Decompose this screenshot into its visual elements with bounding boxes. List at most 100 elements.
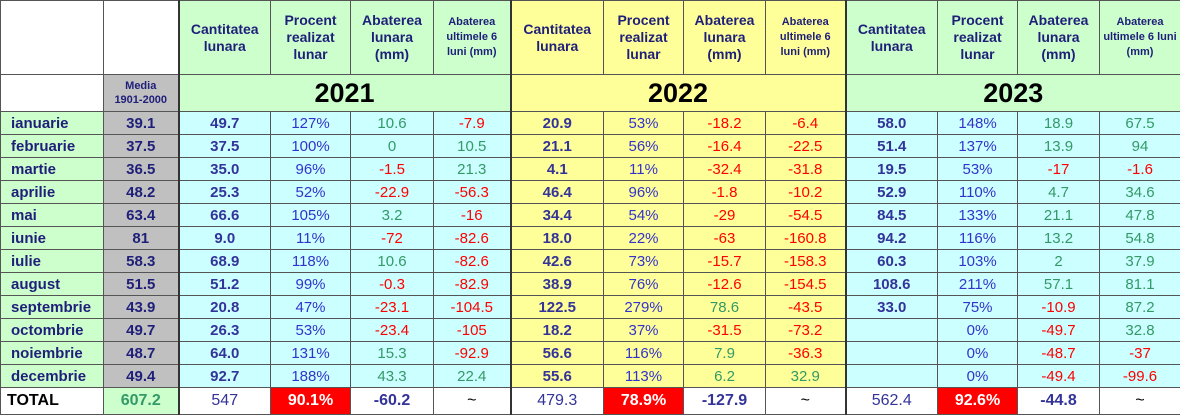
value-cell: 2 bbox=[1017, 249, 1100, 273]
value-cell: 188% bbox=[270, 364, 351, 388]
value-cell: 47.8 bbox=[1099, 203, 1180, 227]
value-cell: -18.2 bbox=[683, 111, 766, 135]
media-value: 36.5 bbox=[103, 157, 179, 181]
month-label: martie bbox=[0, 157, 104, 181]
value-cell: 108.6 bbox=[844, 272, 938, 296]
value-cell: 43.3 bbox=[350, 364, 434, 388]
value-cell: 0% bbox=[937, 341, 1018, 365]
value-cell: -63 bbox=[683, 226, 766, 250]
value-cell: 94 bbox=[1099, 134, 1180, 158]
value-cell: 20.9 bbox=[509, 111, 604, 135]
value-cell: 34.6 bbox=[1099, 180, 1180, 204]
value-cell: 26.3 bbox=[177, 318, 271, 342]
value-cell: 0 bbox=[350, 134, 434, 158]
column-header: Cantitatea lunara bbox=[509, 0, 604, 75]
value-cell: -16.4 bbox=[683, 134, 766, 158]
value-cell: 56.6 bbox=[509, 341, 604, 365]
value-cell: 127% bbox=[270, 111, 351, 135]
month-label: aprilie bbox=[0, 180, 104, 204]
media-value: 48.2 bbox=[103, 180, 179, 204]
value-cell: 21.1 bbox=[509, 134, 604, 158]
table-row: iulie 58.3 68.9 118% 10.6 -82.6 42.6 73% -15.7 -1… bbox=[0, 249, 1180, 273]
value-cell: 99% bbox=[270, 272, 351, 296]
value-cell: -17 bbox=[1017, 157, 1100, 181]
value-cell: -56.3 bbox=[433, 180, 511, 204]
value-cell: -29 bbox=[683, 203, 766, 227]
value-cell: 19.5 bbox=[844, 157, 938, 181]
column-header: Abaterea lunara (mm) bbox=[1017, 0, 1100, 75]
value-cell: 52% bbox=[270, 180, 351, 204]
total-label: TOTAL bbox=[0, 387, 104, 415]
value-cell: 7.9 bbox=[683, 341, 766, 365]
value-cell: 137% bbox=[937, 134, 1018, 158]
value-cell: -158.3 bbox=[765, 249, 846, 273]
table-row: septembrie 43.9 20.8 47% -23.1 -104.5 122.5 279… bbox=[0, 295, 1180, 319]
month-label: decembrie bbox=[0, 364, 104, 388]
value-cell: -82.6 bbox=[433, 249, 511, 273]
month-label: iulie bbox=[0, 249, 104, 273]
value-cell: 53% bbox=[937, 157, 1018, 181]
column-header: Procent realizat lunar bbox=[603, 0, 684, 75]
value-cell: 64.0 bbox=[177, 341, 271, 365]
value-cell: -82.9 bbox=[433, 272, 511, 296]
value-cell: 32.8 bbox=[1099, 318, 1180, 342]
value-cell: 73% bbox=[603, 249, 684, 273]
value-cell: 22% bbox=[603, 226, 684, 250]
table-row: noiembrie 48.7 64.0 131% 15.3 -92.9 56.6 116% 7.… bbox=[0, 341, 1180, 365]
table-row: august 51.5 51.2 99% -0.3 -82.9 38.9 76% -12.6 -1… bbox=[0, 272, 1180, 296]
value-cell: 56% bbox=[603, 134, 684, 158]
value-cell: -43.5 bbox=[765, 295, 846, 319]
value-cell: -0.3 bbox=[350, 272, 434, 296]
value-cell: -49.7 bbox=[1017, 318, 1100, 342]
value-cell: -99.6 bbox=[1099, 364, 1180, 388]
column-header: Procent realizat lunar bbox=[937, 0, 1018, 75]
value-cell: 133% bbox=[937, 203, 1018, 227]
value-cell: 37.5 bbox=[177, 134, 271, 158]
value-cell: 0% bbox=[937, 318, 1018, 342]
value-cell: -22.9 bbox=[350, 180, 434, 204]
month-label: noiembrie bbox=[0, 341, 104, 365]
value-cell: 96% bbox=[270, 157, 351, 181]
value-cell: 20.8 bbox=[177, 295, 271, 319]
column-header: Abaterea ultimele 6 luni (mm) bbox=[433, 0, 511, 75]
value-cell: 22.4 bbox=[433, 364, 511, 388]
value-cell: 81.1 bbox=[1099, 272, 1180, 296]
media-value: 51.5 bbox=[103, 272, 179, 296]
value-cell: -10.9 bbox=[1017, 295, 1100, 319]
value-cell: 10.6 bbox=[350, 111, 434, 135]
total-cell: 90.1% bbox=[270, 387, 351, 415]
media-value: 49.7 bbox=[103, 318, 179, 342]
month-label: august bbox=[0, 272, 104, 296]
value-cell: 25.3 bbox=[177, 180, 271, 204]
value-cell bbox=[844, 341, 938, 365]
column-header: Cantitatea lunara bbox=[844, 0, 938, 75]
value-cell: 11% bbox=[270, 226, 351, 250]
value-cell: 47% bbox=[270, 295, 351, 319]
year-header: 2021 bbox=[177, 74, 511, 112]
column-header: Cantitatea lunara bbox=[177, 0, 271, 75]
value-cell: -1.6 bbox=[1099, 157, 1180, 181]
value-cell: 57.1 bbox=[1017, 272, 1100, 296]
value-cell: 52.9 bbox=[844, 180, 938, 204]
value-cell: -72 bbox=[350, 226, 434, 250]
blank-cell bbox=[103, 0, 179, 75]
total-cell: -60.2 bbox=[350, 387, 434, 415]
value-cell: 13.2 bbox=[1017, 226, 1100, 250]
total-cell: ~ bbox=[1099, 387, 1180, 415]
month-label: iunie bbox=[0, 226, 104, 250]
value-cell: 10.6 bbox=[350, 249, 434, 273]
value-cell: 94.2 bbox=[844, 226, 938, 250]
value-cell: 49.7 bbox=[177, 111, 271, 135]
total-cell: 479.3 bbox=[509, 387, 604, 415]
value-cell: 18.0 bbox=[509, 226, 604, 250]
value-cell: 4.7 bbox=[1017, 180, 1100, 204]
table-row: Cantitatea lunara Procent realizat lunar A… bbox=[0, 0, 1180, 75]
value-cell: 53% bbox=[270, 318, 351, 342]
value-cell: 113% bbox=[603, 364, 684, 388]
media-value: 43.9 bbox=[103, 295, 179, 319]
table-row: ianuarie 39.1 49.7 127% 10.6 -7.9 20.9 53% -18.2… bbox=[0, 111, 1180, 135]
total-cell: 78.9% bbox=[603, 387, 684, 415]
total-cell: -44.8 bbox=[1017, 387, 1100, 415]
value-cell: 9.0 bbox=[177, 226, 271, 250]
